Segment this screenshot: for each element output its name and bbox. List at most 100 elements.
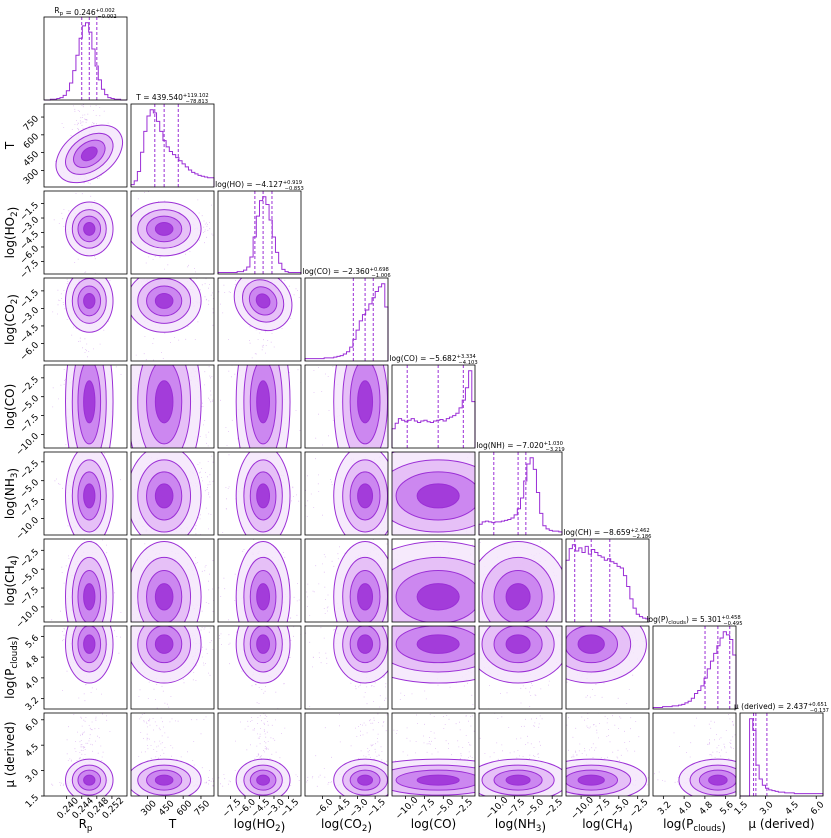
- panel-CO-vs-NH3: [391, 451, 476, 536]
- panel-T-vs-CH4: [130, 538, 215, 623]
- contour-level-4: [154, 221, 174, 236]
- panel-frame: [43, 277, 128, 362]
- x-axis-label: log(NH3): [495, 817, 546, 834]
- panel-frame: [130, 190, 215, 275]
- panel-frame: [478, 451, 563, 536]
- x-tick-label: 450: [157, 799, 176, 818]
- contour-level-4: [83, 774, 96, 786]
- panel-title: Rp = 0.246+0.002 −0.002: [54, 6, 116, 20]
- panel-CO-hist: log(CO) = −5.682+3.334 −4.103: [389, 354, 478, 449]
- contour-level-4: [505, 583, 531, 611]
- x-axis-label: μ (derived): [748, 817, 814, 831]
- y-tick-label: −5.0: [19, 566, 42, 589]
- hist-step: [44, 22, 127, 101]
- panel-T-vs-H2O: [130, 190, 215, 275]
- contour-level-4: [708, 774, 728, 786]
- panel-Pclouds-hist: log(P)clouds) = 5.301+0.458 −0.495: [646, 615, 743, 710]
- panel-frame: [391, 712, 476, 797]
- panel-frame: [43, 451, 128, 536]
- y-tick-label: −10.0: [15, 515, 42, 542]
- y-tick-label: −1.5: [19, 288, 42, 311]
- panel-T-vs-CO2: [130, 277, 215, 362]
- panel-CO2-vs-CO: [304, 364, 389, 449]
- panel-title: log(CH) = −8.659+2.462 −2.186: [564, 528, 652, 540]
- y-tick-label: −5.0: [19, 478, 42, 501]
- y-axis-label: log(NH3): [3, 468, 20, 519]
- panel-frame: [304, 625, 389, 710]
- panel-frame: [304, 451, 389, 536]
- panel-frame: [217, 625, 302, 710]
- panel-CO-vs-Pclouds: [391, 625, 476, 710]
- hist-step: [740, 718, 824, 797]
- contour-level-4: [83, 483, 96, 509]
- contour-level-4: [256, 774, 271, 786]
- y-tick-label: −10.0: [15, 604, 42, 631]
- y-tick-label: 3.2: [24, 696, 41, 713]
- panel-frame: [478, 538, 563, 623]
- panel-CO2-hist: log(CO) = −2.360+0.698 −1.006: [302, 267, 391, 362]
- y-axis-label: log(HO2): [3, 207, 20, 259]
- panel-H2O-hist: log(HO) = −4.127+0.919 −0.853: [215, 180, 304, 275]
- panel-frame: [43, 538, 128, 623]
- panel-frame: [304, 712, 389, 797]
- y-tick-label: 4.0: [24, 675, 41, 692]
- y-tick-label: −5.0: [19, 394, 42, 417]
- panel-frame: [43, 103, 128, 188]
- x-tick-label: 4.8: [698, 800, 715, 817]
- panel-frame: [304, 277, 389, 362]
- x-axis-label: log(CH4): [582, 817, 633, 834]
- contour-level-4: [357, 774, 374, 786]
- contour-level-4: [83, 380, 96, 424]
- contour-level-4: [154, 583, 174, 611]
- panel-NH3-vs-CH4: [478, 538, 563, 623]
- panel-frame: [130, 712, 215, 797]
- y-axis-label: log(CO2): [3, 294, 20, 345]
- y-tick-label: −2.5: [19, 375, 42, 398]
- y-tick-label: −4.5: [19, 323, 42, 346]
- contour-level-4: [505, 774, 531, 786]
- x-tick-label: −1.5: [365, 797, 388, 820]
- panel-frame: [304, 538, 389, 623]
- y-tick-label: −2.5: [19, 547, 42, 570]
- panel-frame: [565, 625, 650, 710]
- panel-title: log(NH) = −7.020+1.030 −3.219: [476, 441, 564, 453]
- contour-level-4: [505, 634, 531, 654]
- contour-level-4: [416, 483, 460, 509]
- x-tick-label: 4.0: [677, 800, 694, 817]
- panel-frame: [391, 625, 476, 710]
- x-tick-label: 4.5: [784, 800, 801, 817]
- y-tick-label: 6.0: [24, 717, 41, 734]
- panel-frame: [130, 277, 215, 362]
- contour-level-4: [154, 292, 174, 309]
- y-tick-label: −7.5: [19, 585, 42, 608]
- panel-frame: [130, 625, 215, 710]
- panel-frame: [478, 712, 563, 797]
- contour-level-4: [357, 583, 374, 611]
- contour-level-4: [256, 483, 271, 509]
- panel-frame: [217, 190, 302, 275]
- contour-level-4: [357, 380, 374, 424]
- panel-frame: [217, 451, 302, 536]
- hist-step: [478, 457, 563, 535]
- hist-step: [304, 283, 389, 361]
- panel-title: μ (derived) = 2.437+0.651 −0.137: [734, 702, 829, 714]
- contour-level-4: [256, 634, 271, 654]
- y-tick-label: −7.5: [19, 413, 42, 436]
- panel-frame: [478, 625, 563, 710]
- panel-CO2-vs-NH3: [304, 451, 389, 536]
- contour-level-4: [83, 221, 96, 236]
- x-tick-label: 6.0: [809, 800, 826, 817]
- panel-CH4-hist: log(CH) = −8.659+2.462 −2.186: [564, 528, 652, 623]
- x-axis-label: log(Pclouds): [663, 817, 726, 834]
- panel-NH3-hist: log(NH) = −7.020+1.030 −3.219: [476, 441, 565, 536]
- contour-level-4: [154, 380, 174, 424]
- panel-CO2-vs-CH4: [304, 538, 389, 623]
- panel-frame: [565, 712, 650, 797]
- panel-T-vs-NH3: [130, 451, 215, 536]
- hist-step: [391, 370, 476, 448]
- contour-level-4: [577, 774, 605, 786]
